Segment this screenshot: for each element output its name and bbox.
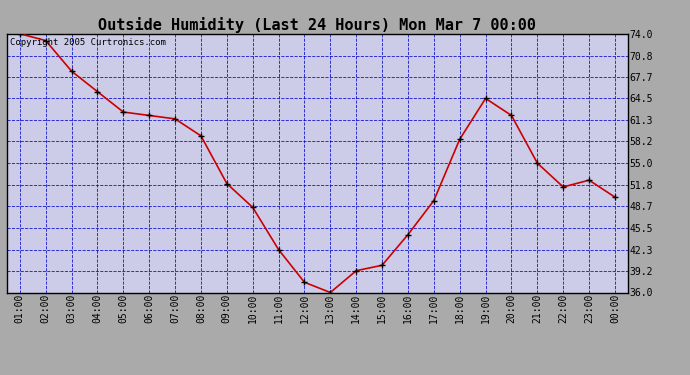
Text: Copyright 2005 Curtronics.com: Copyright 2005 Curtronics.com bbox=[10, 38, 166, 46]
Title: Outside Humidity (Last 24 Hours) Mon Mar 7 00:00: Outside Humidity (Last 24 Hours) Mon Mar… bbox=[99, 16, 536, 33]
